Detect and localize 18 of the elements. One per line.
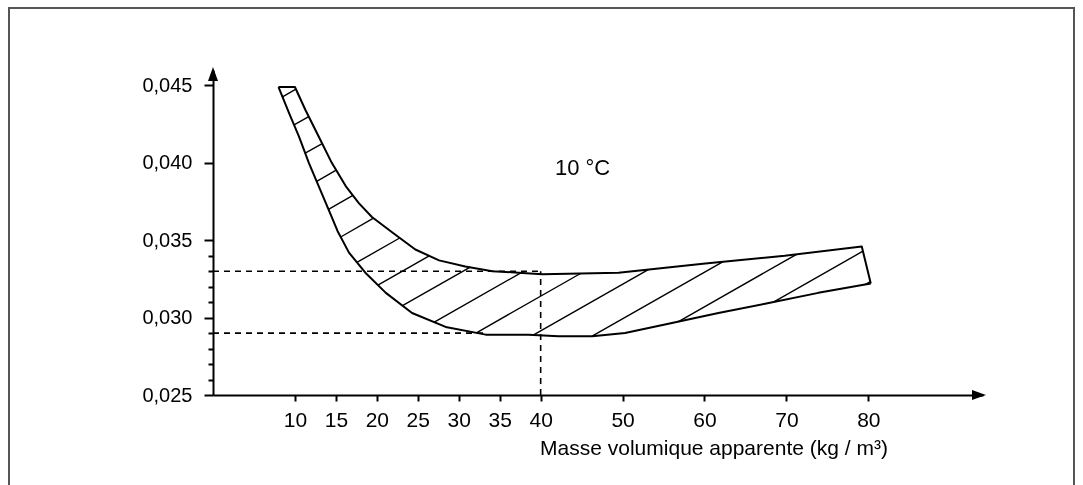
x-tick-label: 50 — [611, 407, 635, 431]
y-tick-label: 0,025 — [142, 383, 193, 406]
annotation: 10 °C — [554, 154, 611, 180]
x-tick-label: 25 — [406, 407, 430, 431]
y-tick-label: 0,035 — [142, 228, 193, 251]
x-tick-label: 70 — [775, 407, 799, 431]
x-tick-label: 80 — [857, 407, 881, 431]
y-tick-label: 0,030 — [142, 306, 193, 329]
x-tick-label: 40 — [529, 407, 553, 431]
x-tick-label: 10 — [283, 407, 308, 431]
x-tick-label: 60 — [693, 407, 717, 431]
x-tick-label: 20 — [365, 407, 390, 431]
x-tick-label: 15 — [324, 407, 349, 431]
x-tick-label: 35 — [488, 407, 512, 431]
x-axis-title: Masse volumique apparente (kg / m³) — [540, 435, 888, 459]
y-tick-label: 0,045 — [142, 73, 193, 96]
x-tick-label: 30 — [447, 407, 471, 431]
y-tick-label: 0,040 — [142, 151, 193, 174]
